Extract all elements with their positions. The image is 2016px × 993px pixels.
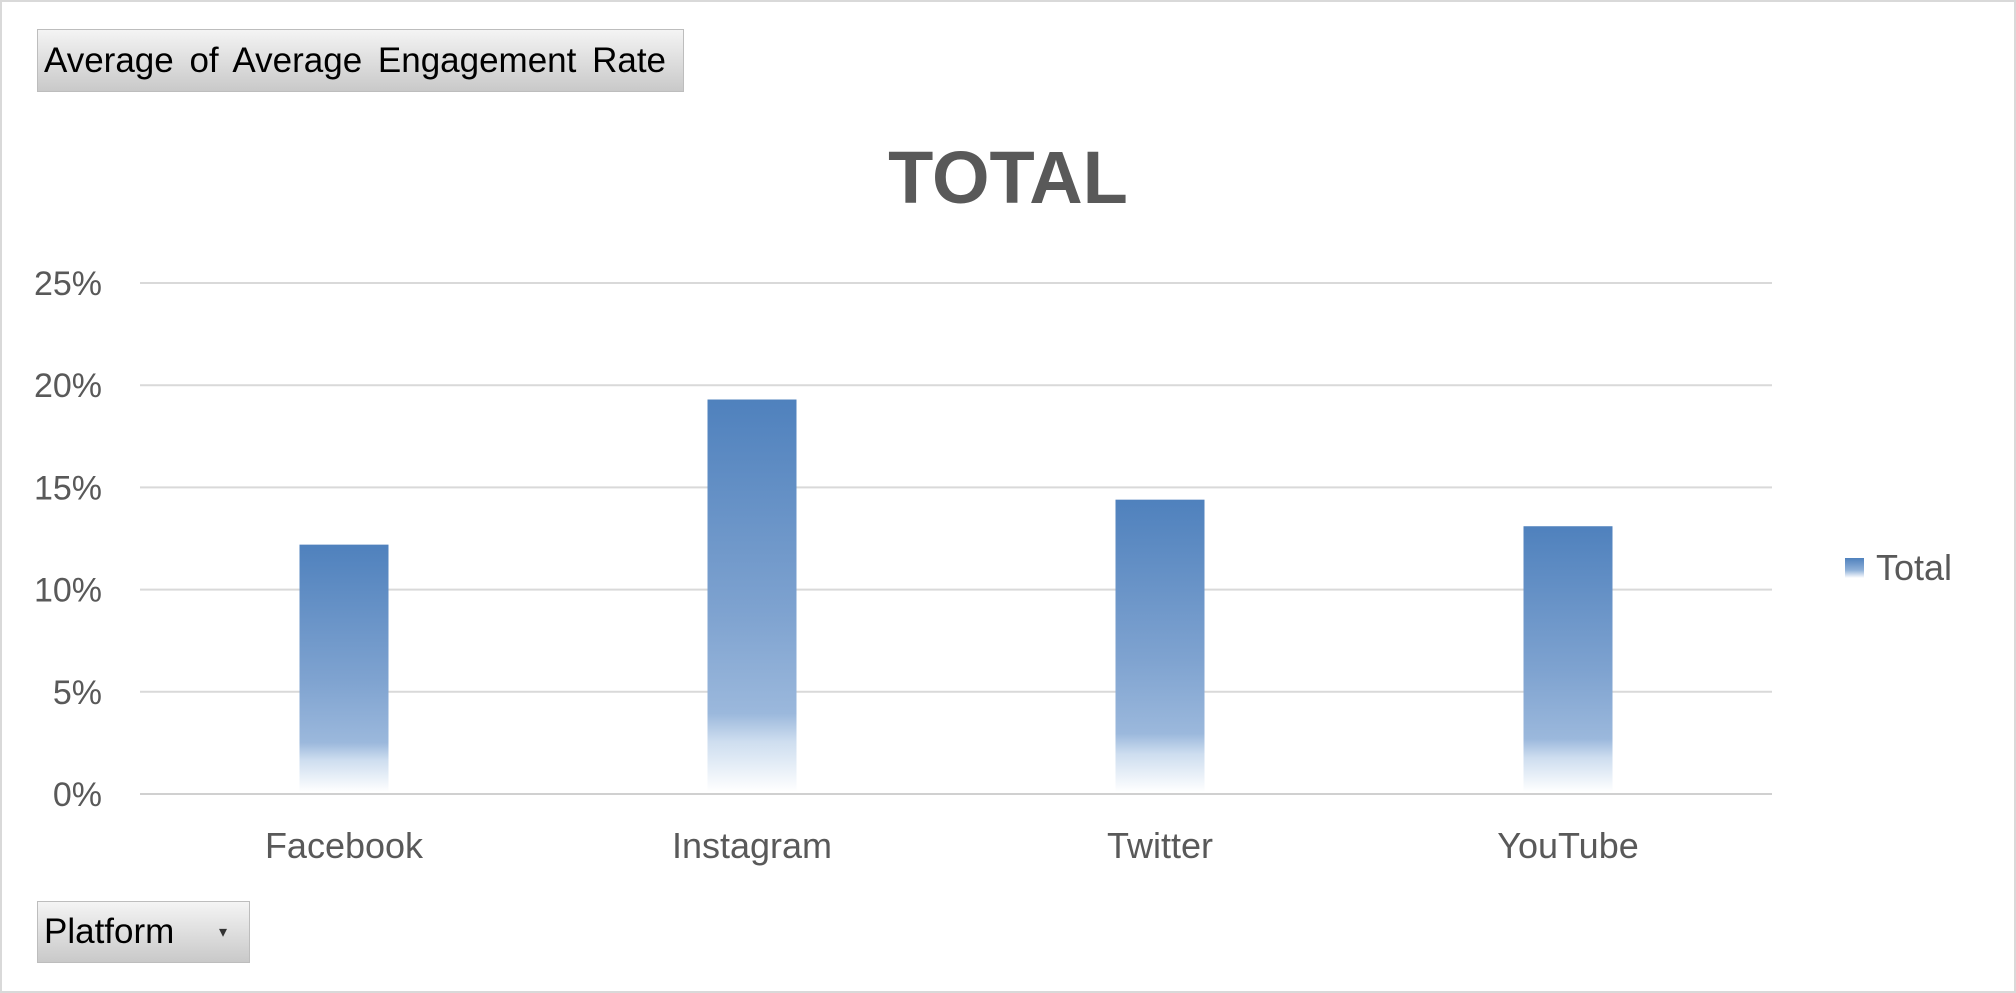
y-tick-label: 0% (53, 776, 102, 814)
y-tick-label: 25% (34, 265, 102, 303)
legend-swatch (1845, 558, 1864, 578)
y-tick-label: 15% (34, 469, 102, 507)
values-field-label: Average of Average Engagement Rate (44, 40, 667, 80)
y-tick-label: 5% (53, 674, 102, 712)
x-tick-label: YouTube (1497, 825, 1638, 866)
bar-youtube[interactable] (1523, 526, 1613, 792)
bar-instagram[interactable] (707, 399, 797, 792)
chart-title: TOTAL (888, 136, 1128, 219)
y-tick-label: 10% (34, 572, 102, 610)
x-tick-label: Twitter (1107, 825, 1213, 866)
legend-label-total: Total (1876, 547, 1952, 588)
bar-twitter[interactable] (1115, 499, 1205, 792)
values-field-button[interactable]: Average of Average Engagement Rate (37, 29, 684, 92)
y-tick-label: 20% (34, 367, 102, 405)
bar-facebook[interactable] (299, 544, 389, 792)
legend: Total (1845, 547, 1952, 588)
x-tick-label: Instagram (672, 825, 832, 866)
platform-filter-button[interactable]: Platform ▾ (37, 901, 250, 963)
x-tick-label: Facebook (265, 825, 424, 866)
axis-field-label: Platform (44, 912, 175, 951)
chevron-down-icon[interactable]: ▾ (218, 924, 227, 941)
